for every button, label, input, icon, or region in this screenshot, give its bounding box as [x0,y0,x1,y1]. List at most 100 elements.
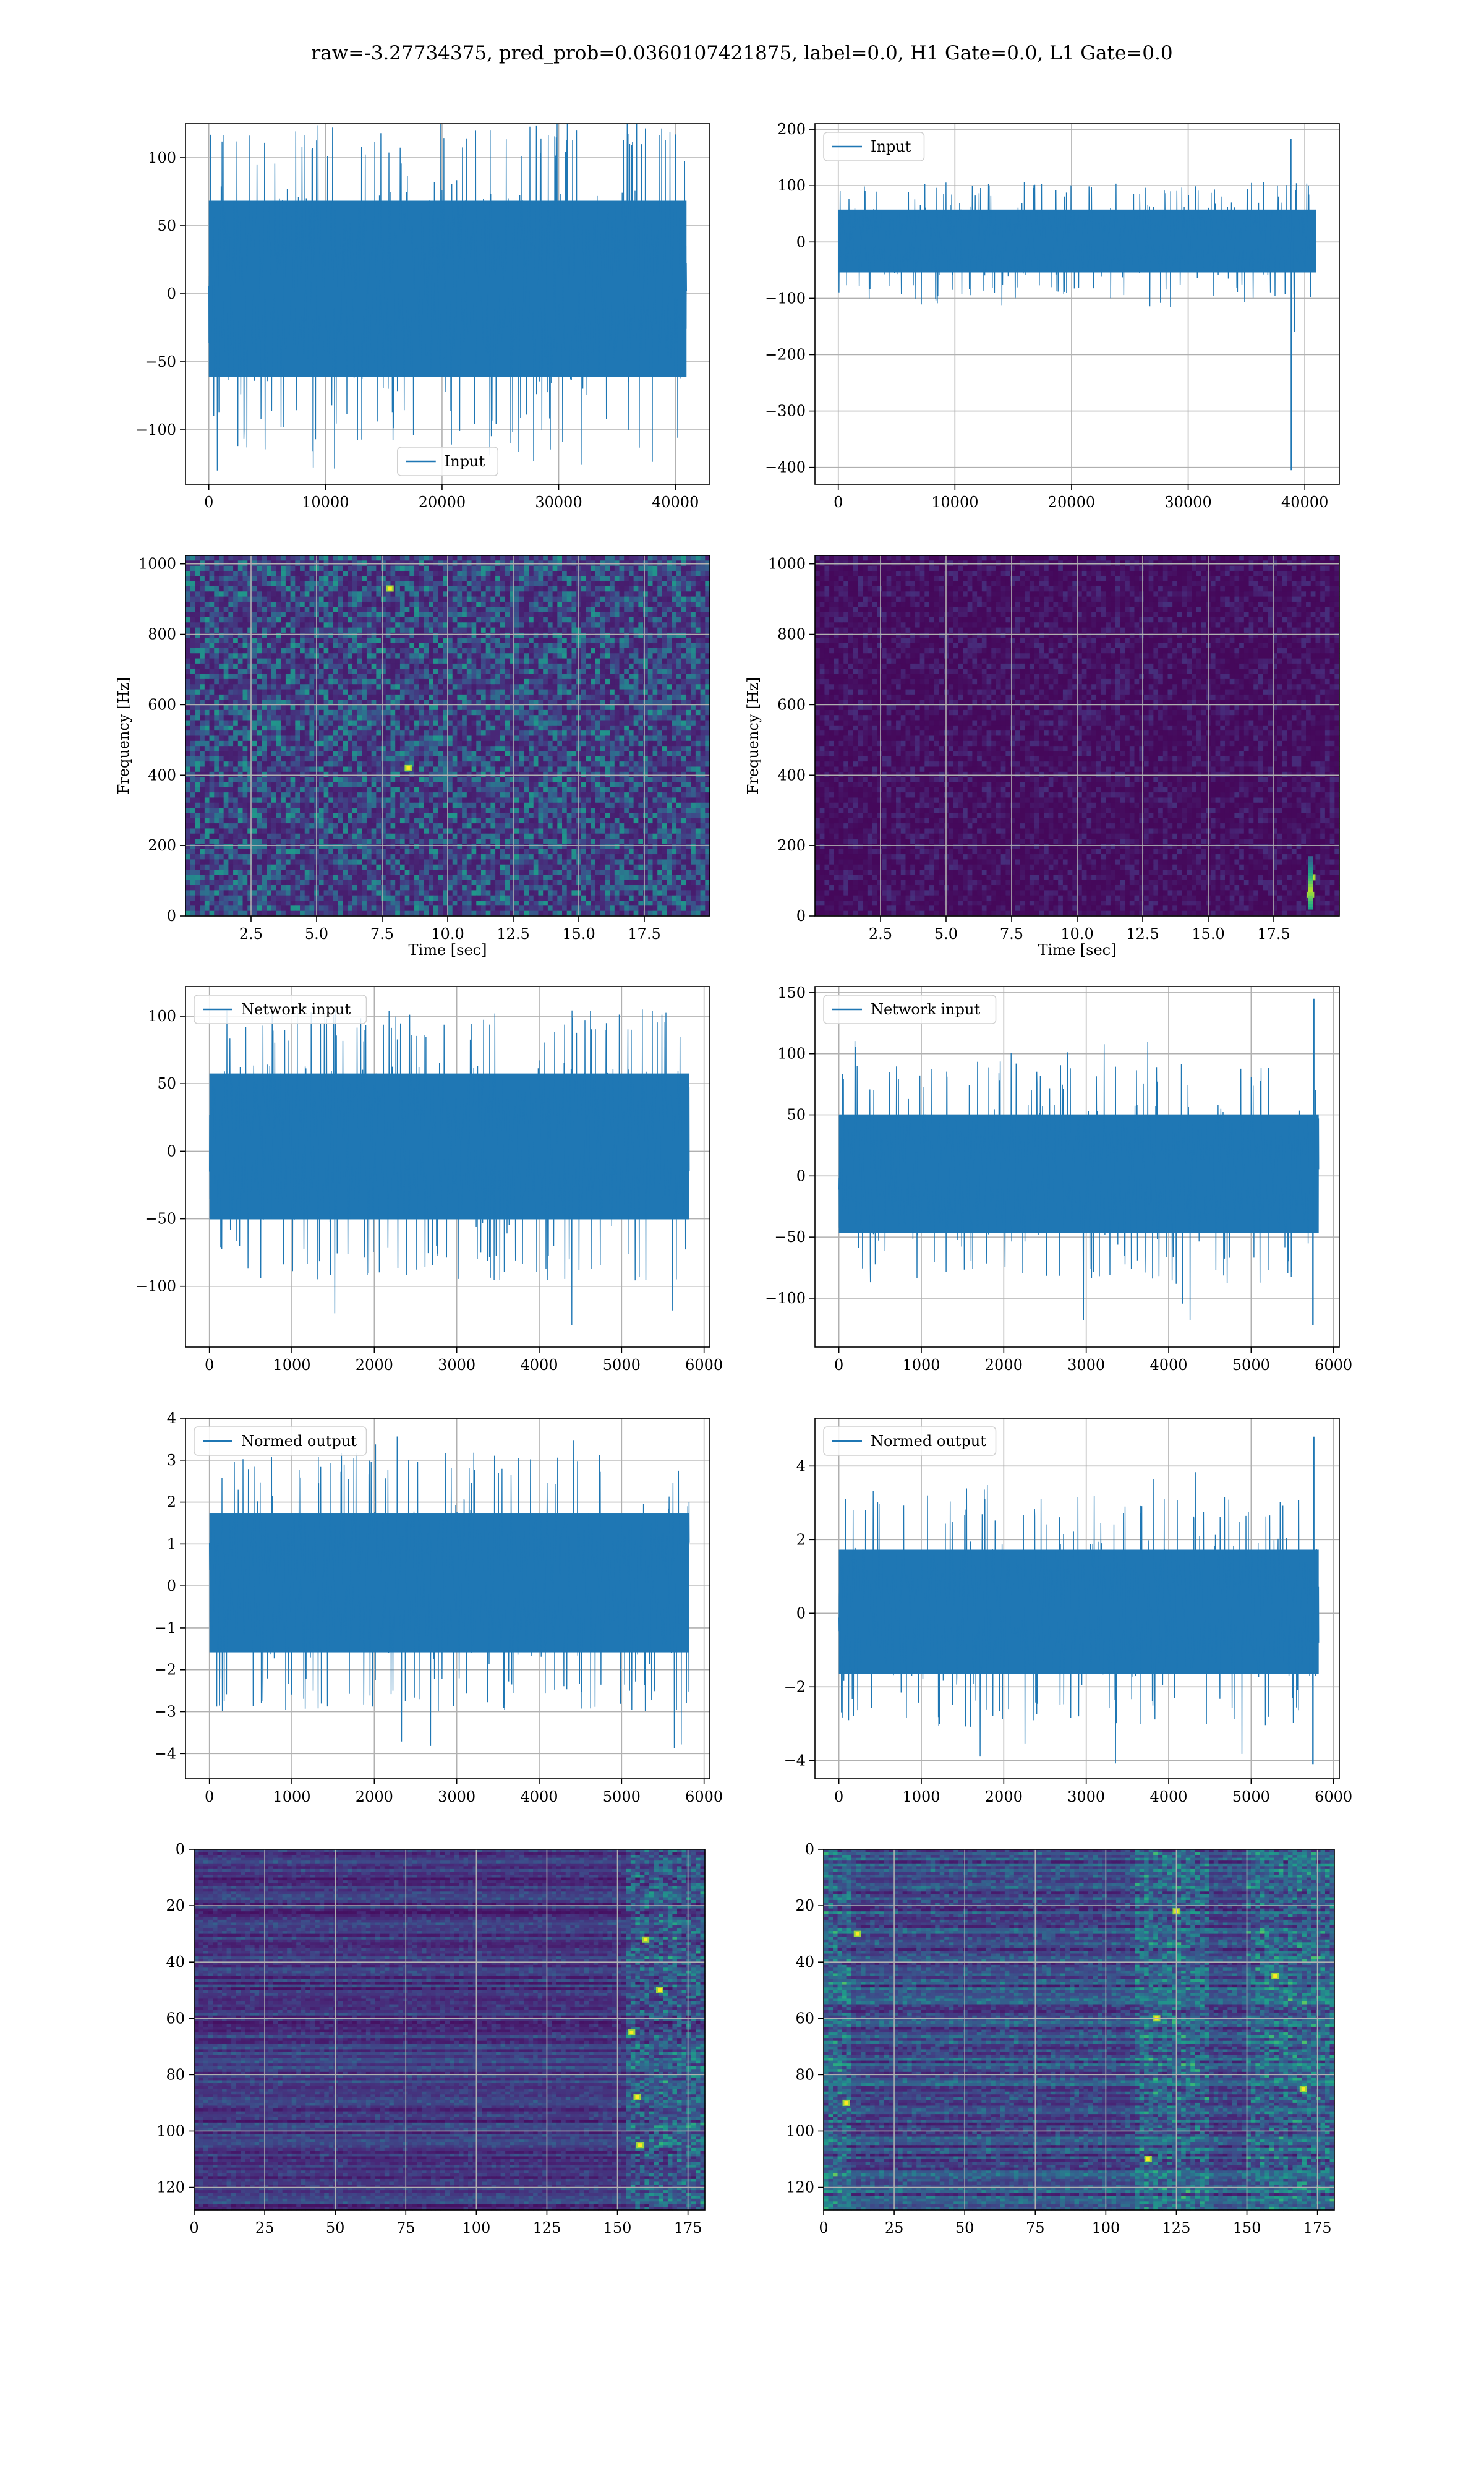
y-tick-label: 800 [777,626,806,643]
legend: Normed output [194,1427,367,1455]
heatmap-hotspot-core [1273,1974,1277,1978]
x-tick-label: 2.5 [869,925,892,943]
x-tick-label: 0 [204,494,213,511]
legend: Input [824,132,924,161]
y-tick-label: 1000 [768,555,806,573]
heatmap-hotspot-core [629,2031,633,2034]
y-tick-label: 0 [167,1577,176,1594]
legend-label: Input [871,138,911,155]
x-tick-label: 0 [834,494,843,511]
legend-label: Network input [871,1001,980,1018]
x-tick-label: 50 [955,2219,974,2236]
x-tick-label: 6000 [1315,1356,1352,1374]
x-tick-label: 40000 [1281,494,1328,511]
x-tick-label: 4000 [520,1356,558,1374]
legend-label: Normed output [241,1432,357,1450]
y-tick-label: −4 [155,1745,176,1762]
x-tick-label: 175 [674,2219,702,2236]
x-tick-label: 3000 [438,1788,475,1805]
x-tick-label: 4000 [1149,1356,1187,1374]
x-tick-label: 5.0 [934,925,958,943]
x-tick-label: 0 [205,1788,214,1805]
x-tick-label: 5000 [1232,1788,1270,1805]
heatmap-hotspot-core [1146,2157,1150,2161]
y-tick-label: 0 [167,1142,176,1160]
heatmap-cells [824,1849,1335,2211]
x-tick-label: 7.5 [1000,925,1023,943]
heatmap-hotspot-core [856,1932,859,1936]
legend: Network input [824,995,996,1024]
x-tick-label: 3000 [1067,1356,1105,1374]
x-tick-label: 5000 [603,1356,641,1374]
x-tick-label: 0 [189,2219,198,2236]
x-tick-label: 30000 [535,494,582,511]
panel-h1-spectrogram: 2.5 5.0 7.5 10.0 12.5 15.0 17.5020040060080010… [115,555,710,959]
y-tick-label: −50 [774,1228,806,1246]
y-tick-label: 600 [148,696,176,713]
x-tick-label: 15.0 [562,925,595,943]
x-tick-label: 10.0 [1060,925,1093,943]
y-tick-label: 400 [148,766,176,784]
x-tick-label: 1000 [902,1788,940,1805]
chirp-cell [1308,856,1313,862]
x-tick-label: 6000 [1315,1788,1352,1805]
y-tick-label: 100 [148,1008,176,1025]
y-tick-label: −100 [765,289,806,307]
x-tick-label: 0 [819,2219,828,2236]
y-tick-label: 100 [786,2122,814,2139]
y-tick-label: −300 [765,403,806,420]
y-tick-label: 2 [796,1531,806,1548]
x-tick-label: 100 [462,2219,490,2236]
x-tick-label: 125 [533,2219,561,2236]
y-tick-label: −50 [145,353,176,370]
heatmap-hotspot-core [406,766,410,770]
x-tick-label: 0 [834,1788,843,1805]
x-axis-label: Time [sec] [409,941,487,959]
y-tick-label: 0 [176,1841,185,1858]
x-tick-label: 40000 [652,494,699,511]
y-tick-label: 50 [157,217,176,234]
x-tick-label: 5.0 [305,925,328,943]
x-tick-label: 5000 [1232,1356,1270,1374]
y-axis-label: Frequency [Hz] [744,677,762,795]
heatmap-hotspot-core [1302,2087,1305,2091]
heatmap-hotspot-core [388,587,392,591]
x-tick-label: 25 [255,2219,275,2236]
y-tick-label: 0 [167,907,176,925]
x-tick-label: 3000 [438,1356,475,1374]
x-tick-label: 0 [205,1356,214,1374]
y-tick-label: 100 [156,2122,185,2139]
x-tick-label: 1000 [273,1356,310,1374]
legend-label: Network input [241,1001,351,1018]
x-tick-label: 75 [396,2219,416,2236]
y-tick-label: 0 [796,907,806,925]
legend: Input [398,447,498,476]
y-tick-label: −200 [765,346,806,363]
x-tick-label: 2000 [985,1788,1023,1805]
x-tick-label: 50 [326,2219,345,2236]
y-tick-label: −1 [155,1619,176,1637]
y-tick-label: −3 [155,1703,176,1721]
y-tick-label: −400 [765,459,806,476]
y-tick-label: 60 [166,2010,185,2027]
x-tick-label: 6000 [685,1788,723,1805]
y-tick-label: −4 [784,1752,806,1769]
y-tick-label: 20 [166,1897,185,1914]
heatmap-hotspot-core [845,2101,848,2105]
heatmap-hotspot-core [638,2143,642,2147]
x-tick-label: 5000 [603,1788,641,1805]
x-tick-label: 1000 [902,1356,940,1374]
panel-l1-network-input: 0 1000 2000 3000 4000 5000 6000−100−5005010015… [765,984,1352,1374]
x-tick-label: 12.5 [1126,925,1159,943]
y-tick-label: 40 [166,1953,185,1971]
x-tick-label: 20000 [419,494,466,511]
legend-label: Input [445,453,485,470]
y-tick-label: 1000 [139,555,176,573]
x-tick-label: 17.5 [628,925,660,943]
x-tick-label: 7.5 [370,925,394,943]
x-tick-label: 4000 [520,1788,558,1805]
heatmap-hotspot-core [658,1988,662,1992]
legend: Network input [194,995,367,1024]
